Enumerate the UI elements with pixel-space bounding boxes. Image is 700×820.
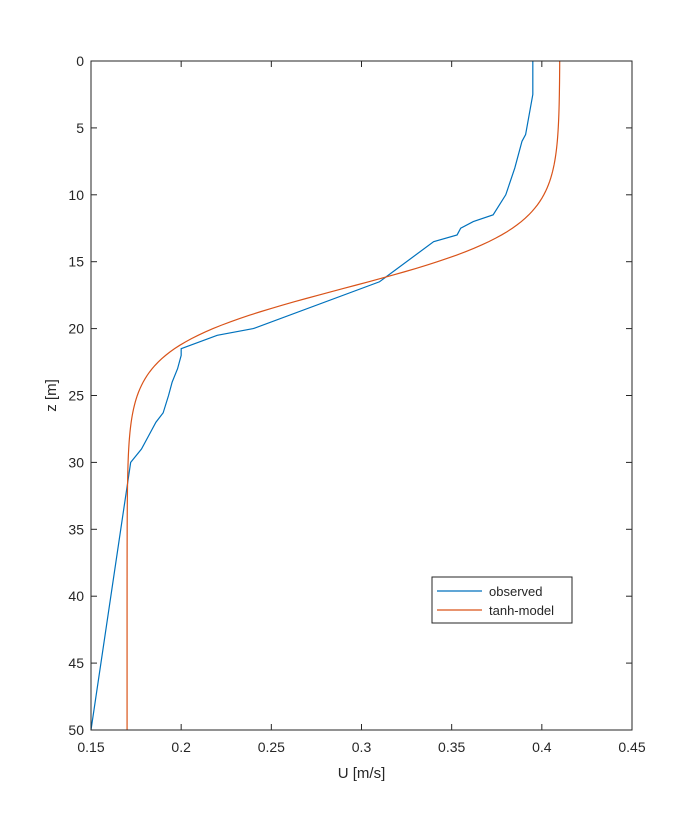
x-tick-label: 0.2 (171, 739, 191, 755)
y-tick-label: 5 (76, 120, 84, 136)
legend: observed tanh-model (431, 576, 573, 624)
series-layer (90, 60, 561, 731)
series-line-observed (90, 61, 534, 731)
x-tick-label: 0.3 (352, 739, 372, 755)
y-tick-label: 0 (76, 53, 84, 69)
plot-frame (90, 60, 633, 731)
plot-area (91, 61, 632, 730)
y-tick-label: 45 (68, 655, 84, 671)
y-tick-label: 40 (68, 588, 84, 604)
x-tick-label: 0.45 (618, 739, 645, 755)
x-axis-label: U [m/s] (338, 765, 386, 782)
x-tick-label: 0.35 (438, 739, 465, 755)
y-tick-label: 25 (68, 388, 84, 404)
y-tick-label: 30 (68, 454, 84, 470)
series-line-tanh-model (126, 60, 561, 730)
y-tick-label: 10 (68, 187, 84, 203)
y-tick-label: 20 (68, 321, 84, 337)
y-tick-label: 50 (68, 722, 84, 738)
y-axis-label: z [m] (43, 379, 60, 412)
legend-entry-tanh-model: tanh-model (489, 603, 554, 618)
legend-entry-observed: observed (489, 584, 542, 599)
y-tick-label: 35 (68, 521, 84, 537)
x-tick-label: 0.25 (258, 739, 285, 755)
x-tick-label: 0.4 (532, 739, 552, 755)
y-tick-label: 15 (68, 254, 84, 270)
legend-box (431, 576, 573, 624)
x-tick-label: 0.15 (77, 739, 104, 755)
